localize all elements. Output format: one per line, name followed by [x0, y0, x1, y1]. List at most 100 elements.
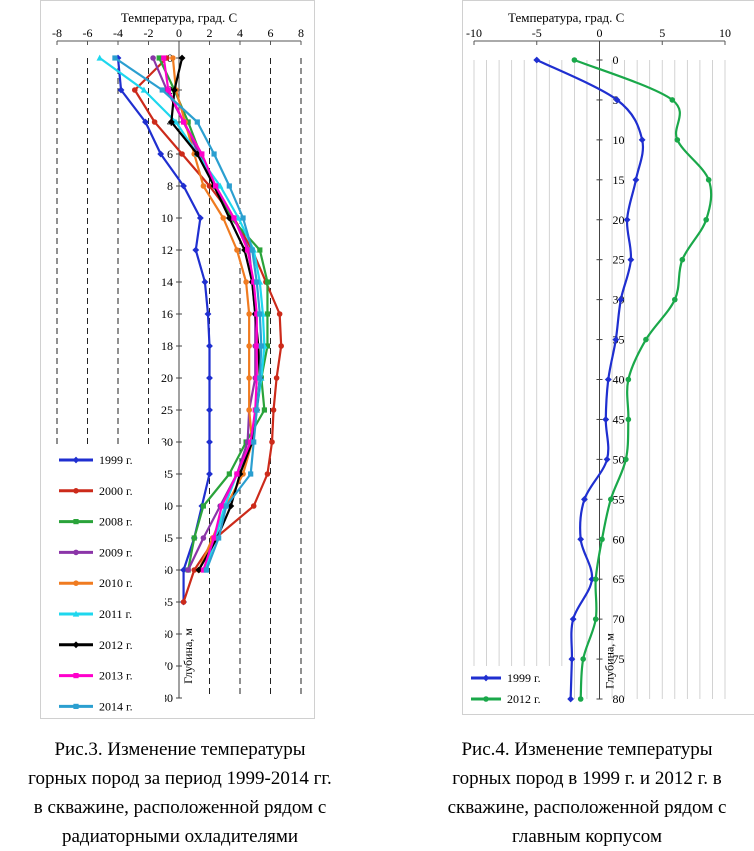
data-point	[248, 439, 254, 445]
caption-line: Рис.4. Изменение температуры	[461, 739, 713, 760]
data-point	[604, 376, 612, 383]
data-point	[191, 535, 197, 541]
series-line	[116, 57, 211, 602]
data-point	[276, 311, 283, 317]
data-point	[236, 470, 244, 478]
data-point	[623, 456, 629, 463]
data-point	[599, 536, 605, 543]
data-point	[246, 343, 252, 349]
chart-title: Температура, град. С	[121, 10, 237, 25]
legend-swatch-marker	[72, 456, 80, 464]
data-point	[151, 119, 158, 125]
y-tick-label: 12	[161, 243, 173, 257]
data-point	[669, 97, 676, 103]
y-tick-label: 75	[613, 652, 625, 666]
data-point	[627, 256, 635, 264]
chart-title: Температура, град. С	[508, 10, 624, 25]
data-point	[226, 471, 232, 477]
data-point	[200, 567, 206, 573]
data-point	[192, 246, 200, 254]
y-tick-label: 45	[613, 412, 625, 426]
data-point	[592, 616, 599, 622]
data-point	[157, 150, 165, 158]
data-point	[243, 279, 249, 285]
data-point	[254, 343, 260, 349]
legend: 1999 г. 2012 г.	[467, 666, 567, 712]
data-point	[206, 470, 213, 478]
data-point	[251, 439, 257, 445]
data-point	[204, 310, 212, 318]
data-point	[577, 535, 585, 543]
data-point	[225, 214, 233, 222]
data-point	[117, 86, 125, 94]
data-point	[273, 375, 280, 381]
data-point	[234, 247, 240, 253]
data-point	[643, 336, 649, 343]
legend-label: 1999 г.	[507, 671, 541, 685]
data-point	[196, 214, 204, 222]
legend-label: 2013 г.	[99, 669, 133, 683]
x-tick-label: 5	[659, 26, 665, 40]
caption-line: главным корпусом	[512, 826, 662, 847]
data-point	[613, 96, 621, 104]
y-tick-label: 10	[161, 211, 173, 225]
series-2014 г.	[112, 55, 264, 573]
data-point	[568, 655, 576, 663]
data-point	[251, 279, 257, 285]
chart-svg-left: Температура, град. С-8-6-4-2024680246810…	[49, 10, 304, 714]
data-point	[161, 55, 167, 61]
data-point	[131, 87, 138, 93]
legend-swatch-marker	[73, 488, 79, 494]
data-point	[580, 656, 586, 662]
caption-line: горных пород за период 1999-2014 гг.	[28, 768, 332, 789]
legend-label: 2009 г.	[99, 545, 133, 559]
data-point	[206, 183, 213, 189]
data-point	[199, 151, 205, 157]
data-point	[112, 55, 118, 61]
data-point	[240, 215, 246, 221]
caption-line: горных пород в 1999 г. и 2012 г. в	[452, 768, 722, 789]
y-tick-label: 70	[613, 612, 625, 626]
data-point	[206, 342, 213, 350]
y-tick-label: 25	[613, 253, 625, 267]
data-point	[216, 535, 222, 541]
data-point	[264, 343, 271, 349]
data-point	[254, 279, 260, 285]
data-point	[211, 535, 217, 541]
data-point	[257, 247, 263, 253]
data-point	[705, 177, 712, 183]
data-point	[632, 176, 640, 184]
y-axis-label: Глубина, м	[181, 628, 195, 684]
data-point	[241, 246, 248, 254]
y-tick-label: 16	[161, 307, 173, 321]
y-tick-label: 60	[613, 532, 625, 546]
data-point	[679, 256, 686, 263]
x-tick-label: 10	[719, 26, 731, 40]
y-tick-label: 0	[167, 51, 173, 65]
legend-box	[49, 444, 165, 714]
legend-label: 2010 г.	[99, 576, 133, 590]
data-point	[625, 416, 632, 423]
x-tick-label: 8	[298, 26, 304, 40]
legend-label: 1999 г.	[99, 453, 133, 467]
data-point	[185, 119, 191, 125]
data-point	[216, 182, 224, 189]
legend-label: 2014 г.	[99, 699, 133, 713]
x-tick-label: -2	[144, 26, 154, 40]
data-point	[672, 296, 678, 303]
legend-swatch-marker	[73, 580, 79, 586]
data-point	[206, 438, 213, 446]
data-point	[219, 503, 225, 509]
data-point	[201, 278, 209, 286]
x-tick-label: -6	[83, 26, 93, 40]
data-point	[195, 566, 203, 574]
y-tick-label: 18	[161, 339, 173, 353]
data-point	[96, 54, 103, 61]
data-point	[211, 151, 217, 157]
legend-swatch-marker	[483, 696, 489, 702]
legend-box	[467, 666, 567, 712]
data-point	[258, 343, 264, 349]
data-point	[234, 471, 240, 477]
data-point	[278, 343, 284, 349]
legend-label: 2008 г.	[99, 515, 133, 529]
